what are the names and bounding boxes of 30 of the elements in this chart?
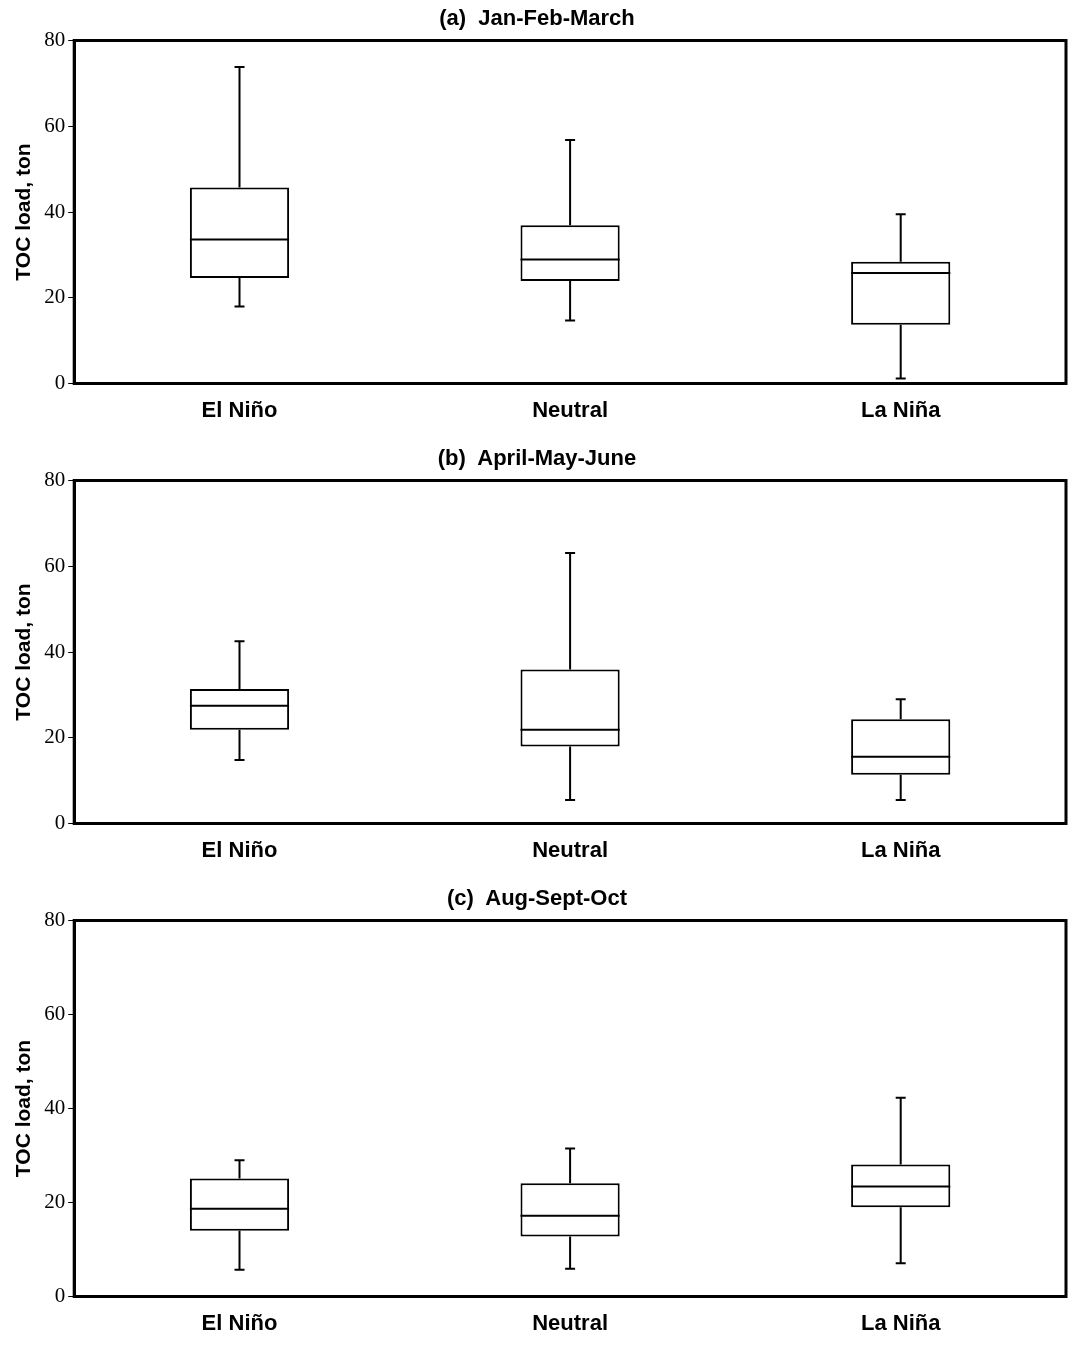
y-tick-label: 80 [44,26,66,51]
y-tick-label: 0 [54,370,66,395]
x-tick-label: La Niña [860,836,942,862]
y-tick-label: 80 [44,906,66,931]
x-tick-label: Neutral [532,836,608,862]
y-axis-title: TOC load, ton [11,583,35,721]
x-tick-label: El Niño [201,1309,278,1335]
y-axis-title: TOC load, ton [11,143,35,281]
x-tick-label: Neutral [532,1309,608,1335]
y-tick-label: 40 [44,198,66,223]
y-tick-label: 60 [44,112,66,137]
y-tick-label: 40 [44,1095,66,1120]
x-tick-label: La Niña [860,1309,942,1335]
y-tick-label: 20 [44,284,66,309]
y-tick-label: 20 [44,724,66,749]
y-tick-label: 0 [54,1283,66,1308]
y-tick-label: 60 [44,1000,66,1025]
y-axis-title: TOC load, ton [11,1039,35,1178]
x-tick-label: El Niño [201,836,278,862]
y-tick-label: 40 [44,638,66,663]
y-tick-label: 60 [44,552,66,577]
x-tick-label: Neutral [532,396,608,422]
y-tick-label: 80 [44,466,66,491]
chart-title: (c) Aug-Sept-Oct [446,885,628,911]
y-tick-label: 20 [44,1189,66,1214]
x-tick-label: El Niño [201,396,278,422]
y-tick-label: 0 [54,810,66,835]
chart-title: (b) April-May-June [437,445,637,471]
chart-title: (a) Jan-Feb-March [439,5,635,31]
x-tick-label: La Niña [860,396,942,422]
